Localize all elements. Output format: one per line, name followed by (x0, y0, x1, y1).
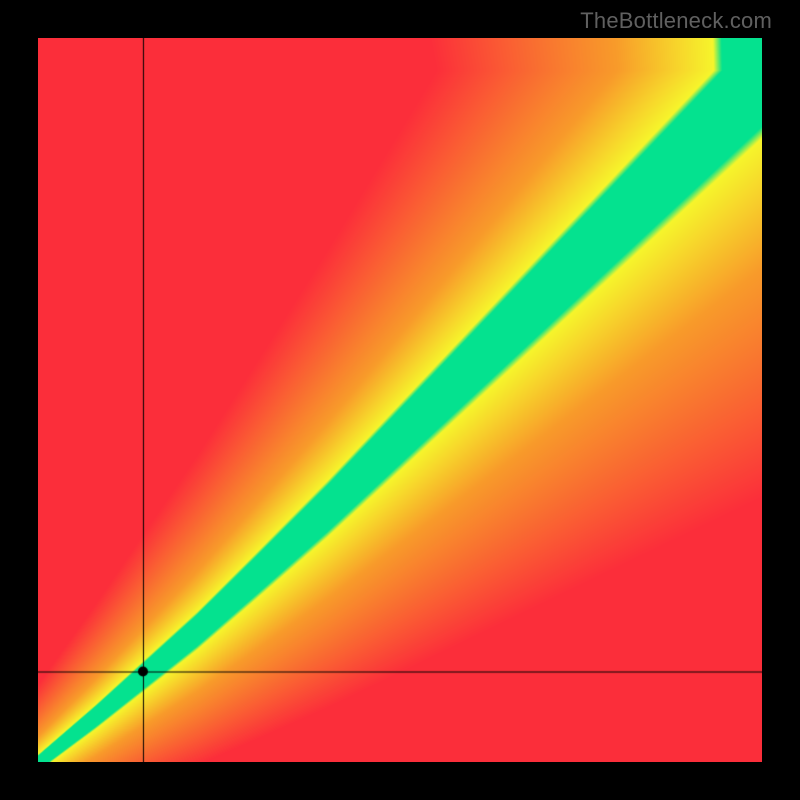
bottleneck-heatmap (38, 38, 762, 762)
watermark-text: TheBottleneck.com (580, 8, 772, 34)
heatmap-canvas (38, 38, 762, 762)
